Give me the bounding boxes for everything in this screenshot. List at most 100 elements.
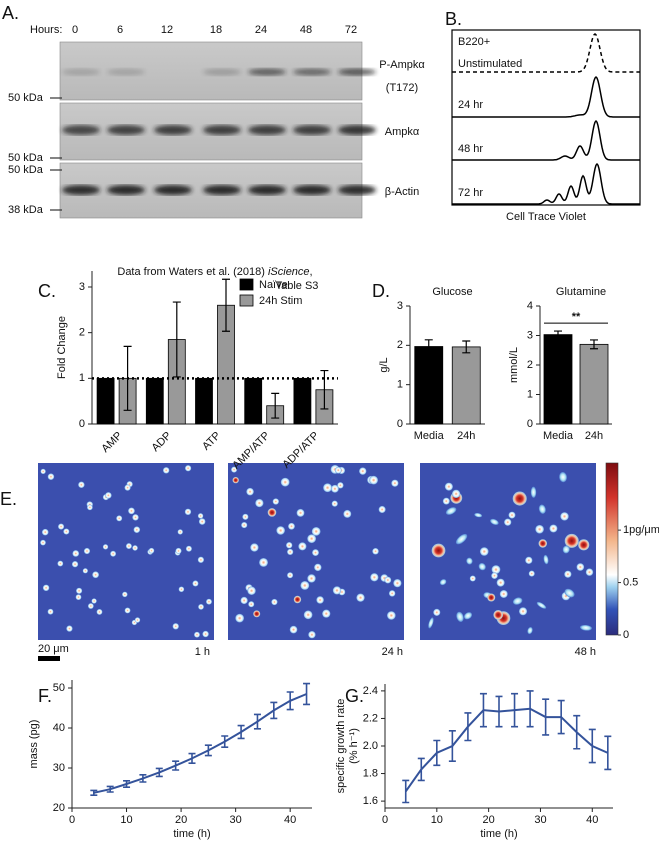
timepoint-label: 24 h: [382, 646, 403, 658]
cell: [298, 542, 307, 551]
cell: [272, 498, 279, 505]
y-tick-label: 0: [527, 418, 533, 430]
cell: [267, 508, 277, 517]
cell: [538, 504, 546, 514]
error-bar: [204, 744, 212, 757]
error-bar: [106, 785, 114, 793]
panel-label: G.: [345, 686, 364, 706]
cell: [72, 550, 80, 557]
y-tick-label: 2.2: [363, 712, 378, 724]
cell: [91, 598, 97, 604]
error-bar: [479, 692, 487, 728]
blot-band: [154, 125, 192, 135]
blot-band: [62, 125, 100, 135]
error-bar: [222, 278, 230, 332]
error-bar: [155, 767, 163, 778]
cell: [102, 544, 109, 550]
x-tick-label: 30: [230, 814, 242, 826]
y-tick-label: 1: [527, 388, 533, 400]
cell: [286, 542, 293, 549]
cell: [576, 563, 585, 571]
cell: [543, 554, 549, 565]
cell: [307, 574, 316, 583]
cell: [42, 584, 50, 592]
blot-band: [338, 68, 376, 76]
flow-condition: 24 hr: [458, 99, 483, 111]
cell: [469, 575, 476, 582]
cell: [253, 610, 261, 618]
cell: [478, 563, 486, 571]
error-bar: [448, 730, 456, 762]
cell: [562, 545, 570, 554]
blot-row-label: (T172): [386, 82, 418, 94]
error-bar: [511, 692, 519, 728]
lane-label: 48: [300, 24, 312, 36]
bar: [96, 377, 115, 425]
error-bar: [542, 698, 550, 736]
cell: [76, 587, 83, 594]
cell: [559, 472, 567, 483]
y-tick-label: 2: [79, 327, 85, 339]
bar: [195, 377, 213, 425]
cell: [240, 596, 248, 605]
cell: [439, 579, 447, 586]
x-tick-label: 30: [534, 814, 546, 826]
marker-label: 50 kDa: [8, 164, 44, 176]
cell: [311, 526, 321, 536]
cell: [122, 591, 128, 598]
timepoint-label: 48 h: [575, 646, 596, 658]
cell: [287, 572, 294, 579]
marker-label: 50 kDa: [8, 152, 44, 164]
cell: [198, 518, 206, 525]
legend-swatch: [239, 278, 254, 291]
cell: [431, 543, 446, 558]
error-bar: [557, 699, 565, 735]
error-bar: [188, 752, 196, 764]
x-tick-label: ADP: [149, 430, 173, 454]
cell: [518, 607, 528, 616]
y-tick-label: 4: [527, 300, 533, 312]
y-tick-label: 0: [79, 418, 85, 430]
blot-band: [203, 125, 241, 135]
cell: [393, 579, 402, 588]
error-bar: [402, 779, 410, 804]
title-end: ,: [310, 266, 313, 278]
cell: [391, 479, 399, 487]
cell: [287, 548, 294, 556]
cell: [280, 477, 290, 487]
scale-bar-label: 20 μm: [38, 643, 69, 655]
cell: [300, 580, 310, 590]
cell: [496, 578, 505, 587]
cell: [528, 570, 535, 577]
cell: [202, 630, 209, 638]
cell: [337, 482, 344, 489]
cell: [231, 466, 238, 473]
blot-band: [248, 68, 286, 76]
cell: [192, 580, 199, 587]
lane-label: 6: [117, 24, 123, 36]
cell: [370, 573, 379, 582]
blot-band: [338, 125, 376, 135]
cell: [578, 539, 590, 551]
y-tick-label: 1: [397, 379, 403, 391]
cell: [105, 492, 112, 499]
panel-label: C.: [38, 281, 56, 301]
lane-label: 12: [161, 24, 173, 36]
cell: [184, 508, 192, 516]
cell: [250, 543, 259, 552]
y-axis-label: g/L: [378, 357, 390, 372]
x-tick-label: Media: [543, 430, 574, 442]
cell: [491, 572, 498, 579]
error-bar: [253, 713, 261, 730]
cell: [372, 547, 379, 555]
cell: [58, 523, 65, 530]
bar: [293, 377, 312, 425]
x-tick-label: 10: [120, 814, 132, 826]
marker-label: 38 kDa: [8, 204, 44, 216]
cell: [87, 504, 93, 511]
cell: [246, 487, 254, 496]
cell: [307, 534, 317, 544]
cell: [442, 497, 450, 505]
cell: [384, 576, 392, 584]
cell: [433, 608, 441, 616]
